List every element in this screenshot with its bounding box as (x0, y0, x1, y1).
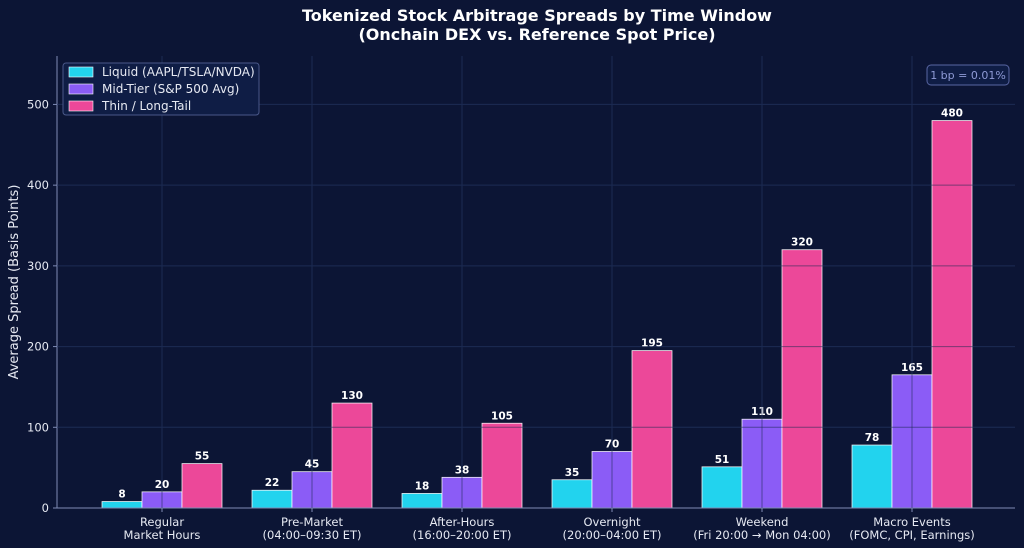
bar-value-label: 105 (491, 410, 513, 422)
y-tick-label: 300 (27, 259, 49, 273)
bar-value-label: 22 (265, 477, 280, 489)
legend-swatch-thin (68, 100, 94, 112)
bar-value-label: 320 (791, 237, 813, 249)
x-tick-label: After-Hours (16:00–20:00 ET) (413, 515, 512, 542)
chart-title-line-2: (Onchain DEX vs. Reference Spot Price) (358, 25, 715, 44)
legend-box (62, 62, 260, 116)
bar-value-label: 78 (865, 432, 880, 444)
x-tick-label: Overnight (20:00–04:00 ET) (563, 515, 662, 542)
bar-value-label: 35 (565, 467, 580, 479)
bar (551, 479, 593, 509)
x-tick-label: Weekend (Fri 20:00 → Mon 04:00) (693, 515, 830, 542)
unit-note-box (926, 64, 1010, 86)
legend-label-mid-tier: Mid-Tier (S&P 500 Avg) (102, 82, 239, 96)
bar-value-label: 51 (715, 454, 730, 466)
y-tick-label: 100 (27, 420, 49, 434)
bar (931, 120, 973, 509)
bar (631, 350, 673, 509)
bar-value-label: 8 (118, 489, 125, 501)
bar (181, 463, 223, 509)
unit-note-text: 1 bp = 0.01% (930, 69, 1006, 82)
bar (701, 466, 743, 509)
unit-note: 1 bp = 0.01% (926, 64, 1010, 86)
y-tick-label: 500 (27, 97, 49, 111)
bars-layer (101, 120, 973, 509)
bar (781, 249, 823, 509)
legend-label-thin: Thin / Long-Tail (101, 99, 191, 113)
bar-value-label: 130 (341, 390, 363, 402)
bar (251, 489, 293, 509)
bar (851, 444, 893, 509)
y-tick-label: 0 (42, 501, 49, 515)
bar (331, 402, 373, 509)
legend-swatch-liquid (68, 66, 94, 78)
legend-swatch-mid-tier (68, 83, 94, 95)
bar (101, 501, 143, 509)
bar-value-label: 18 (415, 480, 430, 492)
bar-value-label: 55 (195, 451, 210, 463)
x-tick-label: Macro Events (FOMC, CPI, Earnings) (849, 515, 974, 542)
y-axis-label: Average Spread (Basis Points) (7, 185, 22, 380)
legend: Liquid (AAPL/TSLA/NVDA) Mid-Tier (S&P 50… (62, 62, 260, 116)
bar (401, 493, 443, 509)
bar-value-label: 480 (941, 108, 963, 120)
x-tick-label: Regular Market Hours (124, 515, 201, 542)
legend-label-liquid: Liquid (AAPL/TSLA/NVDA) (102, 65, 255, 79)
y-tick-label: 200 (27, 340, 49, 354)
bar-value-label: 195 (641, 338, 663, 350)
y-tick-label: 400 (27, 178, 49, 192)
chart-title-line-1: Tokenized Stock Arbitrage Spreads by Tim… (302, 6, 772, 25)
bar (481, 422, 523, 509)
axis-layer: 0 100 200 300 400 500 Regular Market Hours Pre-M… (27, 56, 1015, 542)
x-tick-label: Pre-Market (04:00–09:30 ET) (263, 515, 362, 542)
